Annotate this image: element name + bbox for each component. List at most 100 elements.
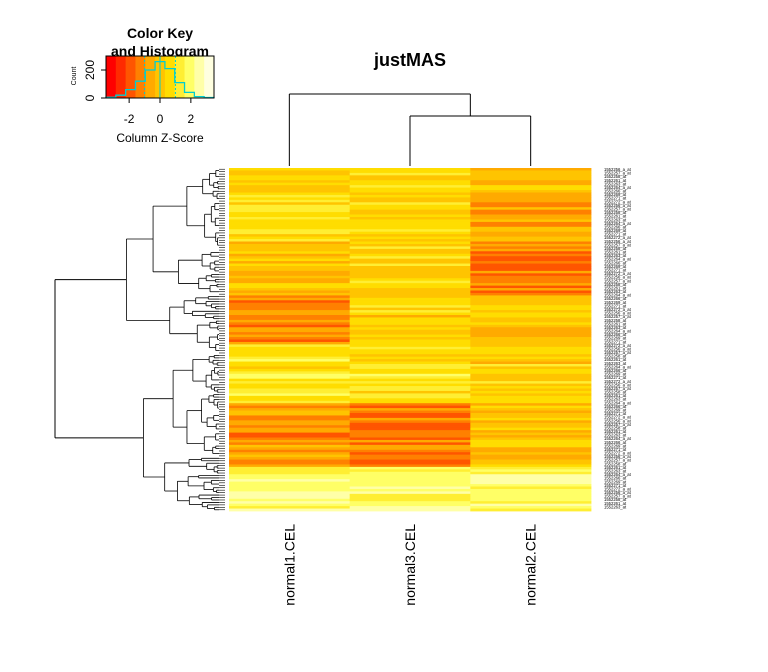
heatmap-cell [470,476,592,480]
heatmap-cell [349,373,471,377]
heatmap-cell [349,444,471,448]
heatmap-cell [229,226,351,230]
heatmap-cell [349,447,471,451]
heatmap-cell [349,207,471,211]
heatmap-cell [349,508,471,512]
heatmap-cell [349,351,471,355]
heatmap-cell [470,180,592,184]
color-key-y-tick-label: 200 [83,60,97,80]
heatmap-cell [470,359,592,362]
heatmap-cell [349,457,471,460]
heatmap-cell [349,368,471,372]
heatmap-cell [349,390,471,394]
heatmap-cell [349,319,471,323]
color-key-title-line2: and Histogram [111,43,209,59]
heatmap-cell [349,285,471,289]
heatmap-cell [229,425,351,429]
row-label: 1552272_a_at [604,415,632,420]
heatmap-cell [229,290,351,294]
row-label: 1552257_a_at [604,458,632,463]
heatmap-cell [349,190,471,193]
color-key-xlabel: Column Z-Score [116,131,204,145]
heatmap-cell [470,486,592,490]
color-key-swatch [106,56,117,98]
heatmap-cell [349,212,471,215]
heatmap-cell [229,471,351,475]
heatmap-cell [349,253,471,257]
heatmap-cell [229,221,351,225]
heatmap-cell [349,383,471,387]
heatmap-cell [470,432,592,436]
heatmap-cell [470,390,592,394]
row-label: 1552272_a_at [604,235,632,240]
heatmap-cell [229,415,351,419]
heatmap-cell [349,266,471,269]
heatmap-cell [470,393,592,397]
row-label: 1552258_at [604,246,627,251]
heatmap-cell [349,341,471,345]
heatmap-cell [349,246,471,250]
row-label: 1552257_a_at [604,386,632,391]
heatmap-cell [470,378,592,382]
heatmap-cell [229,241,351,245]
row-label: 1552256_a_at [604,311,632,316]
heatmap-cell [470,300,592,304]
heatmap-cell [229,263,351,267]
heatmap-cell [470,413,592,416]
heatmap-cell [349,359,471,362]
heatmap-cell [349,349,471,353]
row-label: 1552269_at [604,372,627,377]
heatmap-cell [349,469,471,473]
heatmap-cell [349,248,471,252]
heatmap-cell [470,253,592,257]
heatmap-cell [349,346,471,350]
heatmap-cell [229,194,351,198]
heatmap-cell [470,256,592,260]
row-label: 1552271_at [604,196,627,201]
heatmap-cell [229,180,351,184]
heatmap-cell [229,285,351,289]
heatmap-cell [229,476,351,480]
heatmap-cell [349,415,471,419]
heatmap-cell [349,332,471,335]
heatmap-cell [229,381,351,384]
heatmap-cell [470,194,592,198]
heatmap-cell [349,427,471,431]
heatmap-cell [349,354,471,358]
row-label: 1552261_at [604,321,627,326]
heatmap-cell [229,486,351,490]
heatmap-cell [470,236,592,240]
heatmap-cell [349,334,471,338]
heatmap-cell [349,425,471,429]
row-label: 1552263_at [604,181,627,186]
heatmap-cell [470,197,592,201]
row-label: 1552272_a_at [604,271,632,276]
heatmap-cell [349,400,471,404]
row-label: 1552258_at [604,210,627,215]
heatmap-cell [470,212,592,215]
heatmap-cell [470,466,592,470]
heatmap-cell [349,307,471,311]
heatmap-cell [470,219,592,223]
heatmap-cell [229,351,351,355]
row-label: 1552266_at [604,296,627,301]
heatmap-cell [470,310,592,313]
heatmap-cell [349,251,471,255]
heatmap-cell [349,501,471,505]
row-label: 1552266_at [604,368,627,373]
row-label: 1552264_a_at [604,364,632,369]
row-label: 1552263_at [604,289,627,294]
heatmap-cell [470,349,592,353]
heatmap-cell [229,464,351,468]
heatmap-cell [229,444,351,448]
heatmap-cell [229,219,351,223]
heatmap-cell [229,190,351,193]
heatmap-cell [470,506,592,509]
heatmap-cell [470,305,592,309]
heatmap-cell [470,488,592,492]
heatmap-cell [349,493,471,497]
heatmap-cell [229,368,351,372]
heatmap-cell [229,280,351,284]
heatmap-cell [349,498,471,502]
row-label: 1552271_at [604,411,627,416]
